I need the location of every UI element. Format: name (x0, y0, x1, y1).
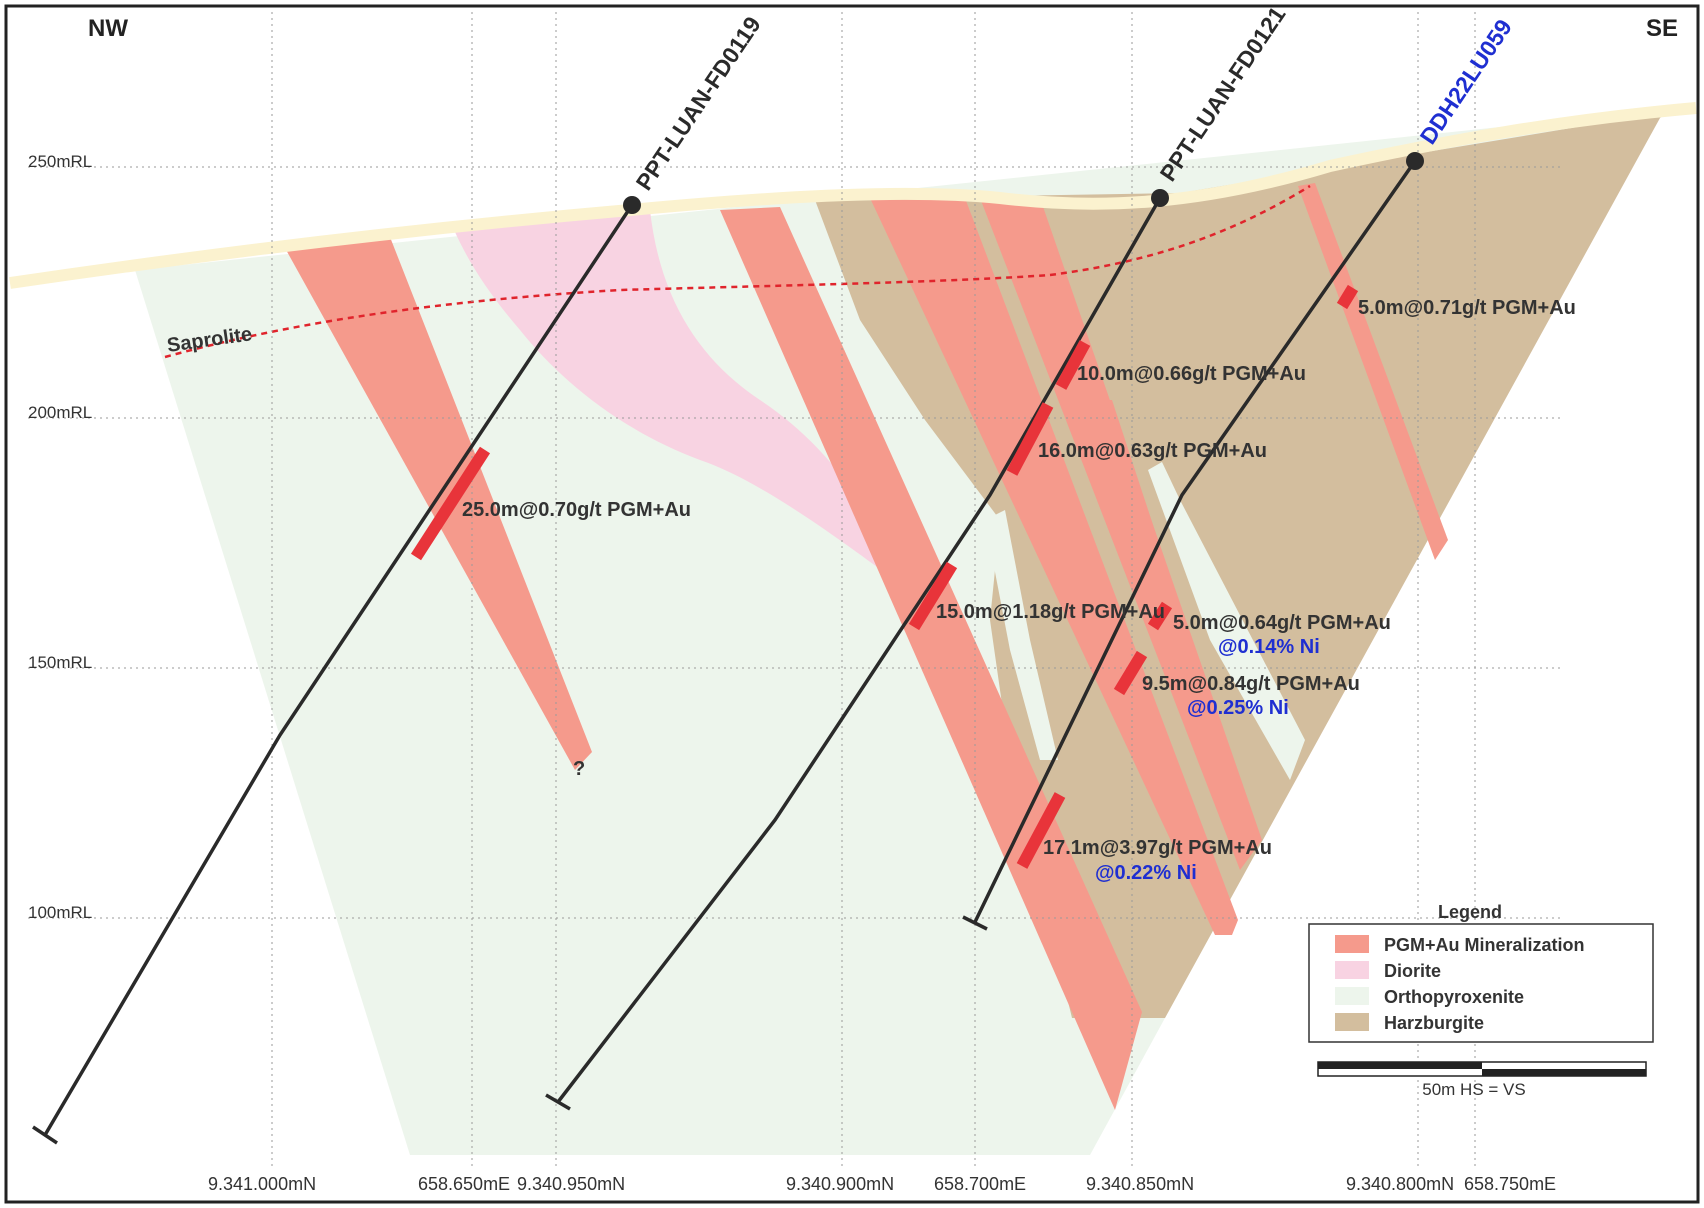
intercept-ni-label: @0.25% Ni (1187, 697, 1289, 719)
easting-label-1: 658.650mE (418, 1174, 510, 1194)
legend-swatch (1335, 935, 1369, 953)
intercept-label: 16.0m@0.63g/t PGM+Au (1038, 440, 1267, 462)
collar-marker (1151, 189, 1169, 207)
legend-item-label: Orthopyroxenite (1384, 987, 1524, 1007)
northing-label-3: 9.340.900mN (786, 1174, 894, 1194)
northing-label-2: 9.340.950mN (517, 1174, 625, 1194)
drillhole-ppt-luan-fd0119 (32, 196, 641, 1145)
intercept-ni-label: @0.14% Ni (1218, 636, 1320, 658)
mineralization-band-2 (720, 207, 1142, 1110)
scale-bar: 50m HS = VS (1317, 1061, 1647, 1099)
easting-label-2: 658.700mE (934, 1174, 1026, 1194)
intercept-bar (1147, 601, 1173, 631)
legend: Legend PGM+Au Mineralization Diorite Ortho… (1308, 902, 1654, 1043)
grid-lines (28, 12, 1560, 1168)
elevation-label-100: 100mRL (28, 903, 92, 922)
elevation-label-200: 200mRL (28, 403, 92, 422)
mineralization-band-1 (285, 237, 592, 770)
scale-bar-label: 50m HS = VS (1422, 1080, 1525, 1099)
northing-label-4: 9.340.850mN (1086, 1174, 1194, 1194)
intercept-ni-label: @0.22% Ni (1095, 862, 1197, 884)
elevation-label-250: 250mRL (28, 152, 92, 171)
orthopyroxenite-wedge (985, 510, 1058, 760)
intercept-bar (1336, 284, 1359, 310)
northing-label-5: 9.340.800mN (1346, 1174, 1454, 1194)
intercept-label: 10.0m@0.66g/t PGM+Au (1077, 363, 1306, 385)
intercept-bar (1113, 650, 1148, 696)
legend-item-label: Harzburgite (1384, 1013, 1484, 1033)
intercept-bar (1055, 340, 1091, 390)
intercept-label: 9.5m@0.84g/t PGM+Au (1142, 673, 1360, 695)
legend-swatch (1335, 961, 1369, 979)
intercept-bar (410, 446, 491, 561)
legend-swatch (1335, 1013, 1369, 1031)
intercept-bar (908, 561, 958, 631)
legend-swatch (1335, 987, 1369, 1005)
mineralization-band-3 (870, 198, 1238, 935)
direction-se-label: SE (1646, 15, 1678, 42)
elevation-label-150: 150mRL (28, 653, 92, 672)
question-mark: ? (573, 758, 585, 780)
orthopyroxenite-lens (1148, 462, 1305, 780)
intercept-label: 17.1m@3.97g/t PGM+Au (1043, 837, 1272, 859)
topographic-surface (9, 102, 1697, 289)
legend-item-label: PGM+Au Mineralization (1384, 935, 1585, 955)
collar-marker (623, 196, 641, 214)
drillhole-ddh22lu059 (962, 152, 1424, 931)
drillhole-ppt-luan-fd0121 (545, 189, 1169, 1111)
intercept-bar (1016, 792, 1066, 869)
saprolite-line (164, 184, 1311, 359)
intercept-bars (410, 284, 1359, 869)
intercept-label: 5.0m@0.71g/t PGM+Au (1358, 297, 1576, 319)
intercept-label: 15.0m@1.18g/t PGM+Au (936, 601, 1165, 623)
easting-label-3: 658.750mE (1464, 1174, 1556, 1194)
northing-label-1: 9.341.000mN (208, 1174, 316, 1194)
direction-nw-label: NW (88, 15, 128, 42)
intercept-label: 5.0m@0.64g/t PGM+Au (1173, 612, 1391, 634)
diorite-body (455, 210, 895, 580)
legend-title: Legend (1438, 902, 1502, 922)
intercept-label: 25.0m@0.70g/t PGM+Au (462, 499, 691, 521)
legend-item-label: Diorite (1384, 961, 1441, 981)
intercept-bar (1006, 402, 1054, 476)
collar-marker (1406, 152, 1424, 170)
